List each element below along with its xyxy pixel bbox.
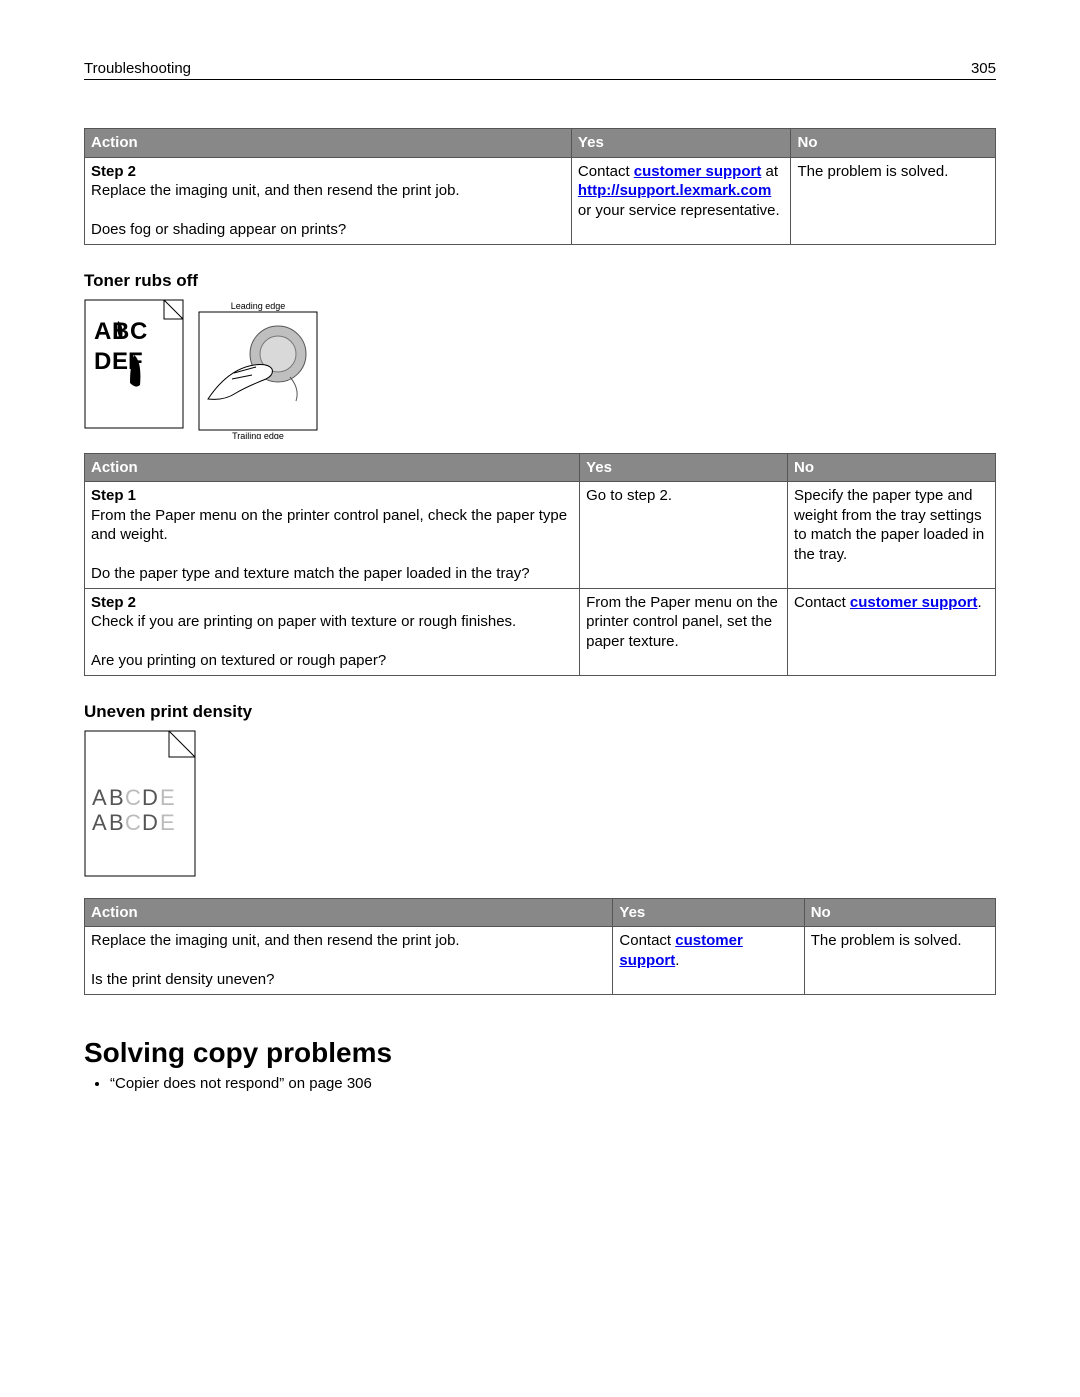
step-label: Step 2: [91, 594, 136, 611]
table-header-row: Action Yes No: [85, 129, 996, 158]
troubleshoot-table-3: Action Yes No Replace the imaging unit, …: [84, 898, 996, 995]
col-yes: Yes: [580, 453, 788, 482]
svg-text:B: B: [109, 785, 124, 810]
yes-pre: Contact: [578, 163, 634, 180]
leading-edge-label: Leading edge: [231, 301, 286, 311]
no-cell: The problem is solved.: [804, 927, 995, 995]
heading-toner-rubs-off: Toner rubs off: [84, 271, 996, 291]
col-no: No: [788, 453, 996, 482]
col-yes: Yes: [571, 129, 791, 158]
support-url-link[interactable]: http://support.lexmark.com: [578, 182, 771, 199]
yes-cell: Go to step 2.: [580, 482, 788, 589]
svg-text:A: A: [92, 810, 107, 835]
no-cell: The problem is solved.: [791, 157, 996, 244]
action-cell: Replace the imaging unit, and then resen…: [85, 927, 613, 995]
action-text: Replace the imaging unit, and then resen…: [91, 932, 460, 949]
yes-cell: Contact customer support.: [613, 927, 804, 995]
yes-post: or your service representative.: [578, 202, 780, 219]
svg-text:E: E: [160, 785, 175, 810]
svg-text:D: D: [94, 348, 111, 375]
breadcrumb: Troubleshooting: [84, 60, 191, 77]
yes-mid: at: [761, 163, 778, 180]
smudge-demo-icon: Leading edge Trailing edge: [198, 299, 318, 439]
step-label: Step 2: [91, 163, 136, 180]
page-header: Troubleshooting 305: [84, 60, 996, 80]
svg-text:A: A: [92, 785, 107, 810]
action-question: Is the print density uneven?: [91, 971, 274, 988]
svg-text:A: A: [94, 318, 111, 345]
table-row: Replace the imaging unit, and then resen…: [85, 927, 996, 995]
customer-support-link[interactable]: customer support: [634, 163, 762, 180]
action-cell: Step 2 Check if you are printing on pape…: [85, 588, 580, 675]
copy-problems-list: “Copier does not respond” on page 306: [92, 1075, 996, 1092]
action-text: Replace the imaging unit, and then resen…: [91, 182, 460, 199]
col-no: No: [791, 129, 996, 158]
yes-cell: From the Paper menu on the printer contr…: [580, 588, 788, 675]
action-question: Does fog or shading appear on prints?: [91, 221, 346, 238]
svg-text:D: D: [142, 810, 158, 835]
svg-text:E: E: [160, 810, 175, 835]
no-post: .: [977, 594, 981, 611]
action-question: Do the paper type and texture match the …: [91, 565, 530, 582]
col-action: Action: [85, 453, 580, 482]
action-text: From the Paper menu on the printer contr…: [91, 507, 567, 544]
no-pre: Contact: [794, 594, 850, 611]
col-no: No: [804, 898, 995, 927]
col-action: Action: [85, 129, 572, 158]
svg-text:D: D: [142, 785, 158, 810]
svg-text:B: B: [109, 810, 124, 835]
yes-pre: Contact: [619, 932, 675, 949]
heading-solving-copy: Solving copy problems: [84, 1037, 996, 1069]
table-row: Step 2 Check if you are printing on pape…: [85, 588, 996, 675]
svg-text:E: E: [112, 348, 128, 375]
no-cell: Specify the paper type and weight from t…: [788, 482, 996, 589]
step-label: Step 1: [91, 487, 136, 504]
yes-cell: Contact customer support at http://suppo…: [571, 157, 791, 244]
table-header-row: Action Yes No: [85, 453, 996, 482]
page-number: 305: [971, 60, 996, 77]
col-yes: Yes: [613, 898, 804, 927]
figure-toner: A B C D E F Leading edge Trailing edge: [84, 299, 996, 439]
action-text: Check if you are printing on paper with …: [91, 613, 516, 630]
customer-support-link[interactable]: customer support: [850, 594, 978, 611]
svg-text:C: C: [130, 318, 147, 345]
troubleshoot-table-2: Action Yes No Step 1 From the Paper menu…: [84, 453, 996, 676]
action-cell: Step 2 Replace the imaging unit, and the…: [85, 157, 572, 244]
yes-post: .: [675, 952, 679, 969]
svg-text:C: C: [125, 785, 141, 810]
sample-page-icon: A B C D E F: [84, 299, 184, 429]
troubleshoot-table-1: Action Yes No Step 2 Replace the imaging…: [84, 128, 996, 245]
list-item: “Copier does not respond” on page 306: [110, 1075, 996, 1092]
table-row: Step 2 Replace the imaging unit, and the…: [85, 157, 996, 244]
heading-uneven-density: Uneven print density: [84, 702, 996, 722]
action-cell: Step 1 From the Paper menu on the printe…: [85, 482, 580, 589]
col-action: Action: [85, 898, 613, 927]
uneven-density-icon: A B C D E A B C D E: [84, 730, 204, 880]
svg-text:C: C: [125, 810, 141, 835]
action-question: Are you printing on textured or rough pa…: [91, 652, 386, 669]
table-header-row: Action Yes No: [85, 898, 996, 927]
table-row: Step 1 From the Paper menu on the printe…: [85, 482, 996, 589]
page: Troubleshooting 305 Action Yes No Step 2…: [0, 0, 1080, 1397]
no-cell: Contact customer support.: [788, 588, 996, 675]
trailing-edge-label: Trailing edge: [232, 431, 284, 439]
